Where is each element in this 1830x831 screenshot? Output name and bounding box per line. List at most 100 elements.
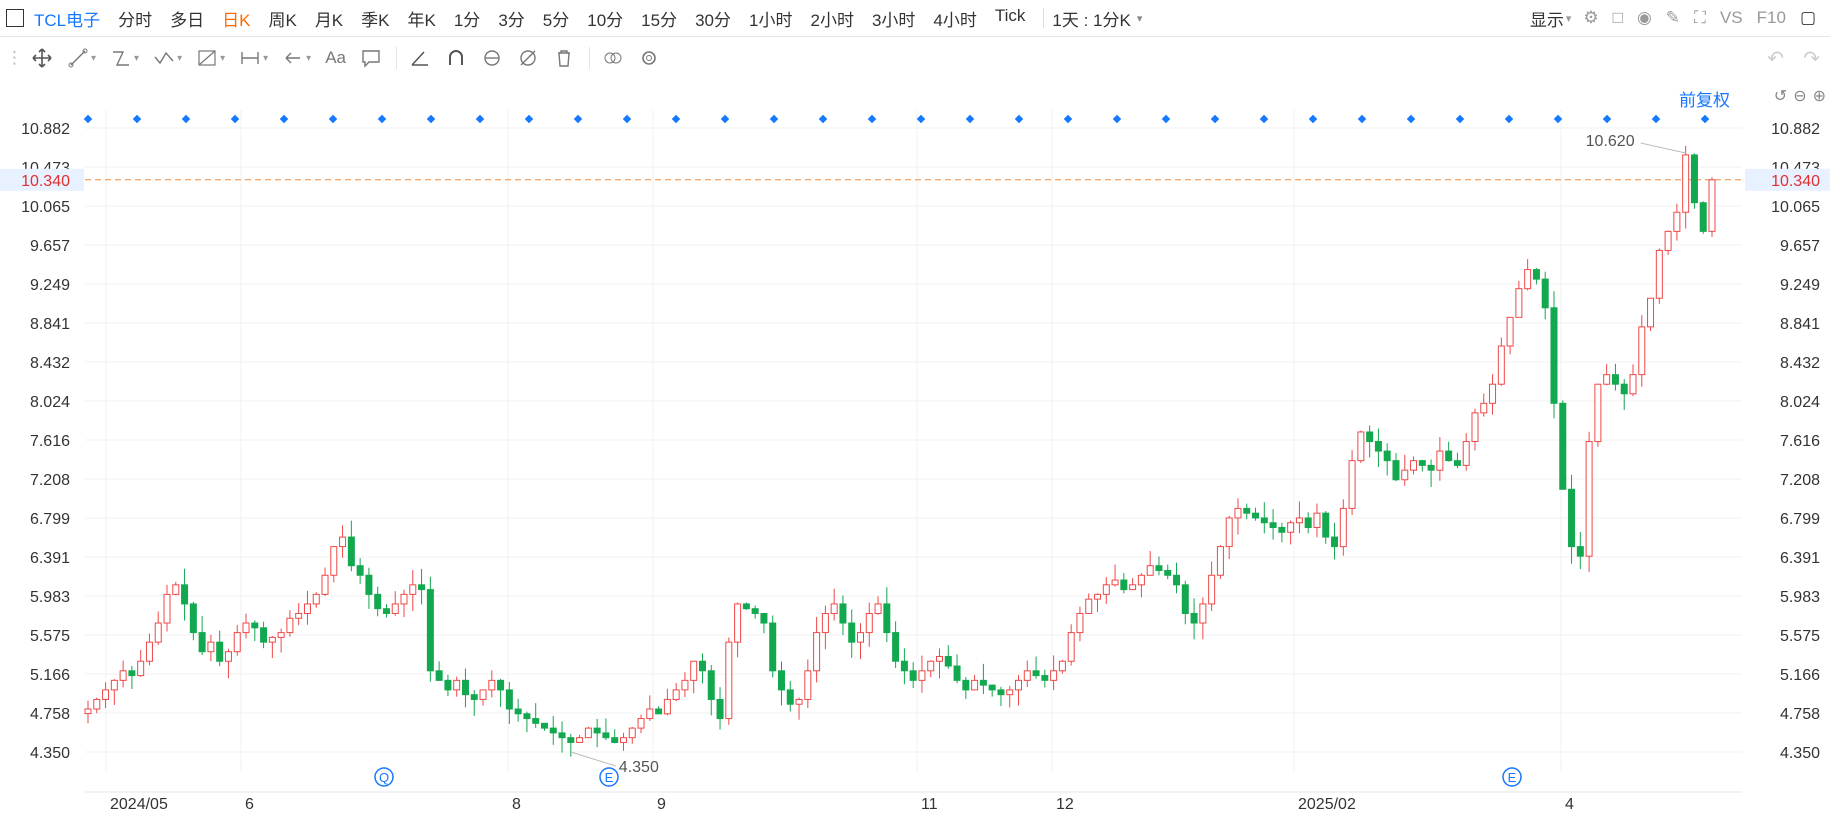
y-tick-label-right: 5.166 xyxy=(1780,667,1820,684)
candle-body xyxy=(102,689,110,700)
candle-body xyxy=(1102,584,1110,595)
adjust-mode[interactable]: 前复权 xyxy=(1679,91,1730,110)
current-price-label-right: 10.340 xyxy=(1771,173,1820,190)
event-marker xyxy=(279,114,289,124)
candle-body xyxy=(813,632,821,672)
f10-button[interactable]: F10 xyxy=(1756,8,1786,27)
period-tab[interactable]: 年K xyxy=(407,10,436,30)
trash-icon[interactable] xyxy=(553,47,575,69)
vs-button[interactable]: VS xyxy=(1719,8,1743,27)
candle-body xyxy=(584,727,592,739)
candle-body xyxy=(1067,632,1075,662)
fib-icon[interactable]: ▾ xyxy=(196,47,225,69)
camera-icon[interactable]: ◉ xyxy=(1636,8,1652,27)
period-tab[interactable]: 3分 xyxy=(498,10,525,30)
undo-icon[interactable]: ↶ xyxy=(1767,47,1784,70)
y-tick-label-right: 4.758 xyxy=(1780,706,1820,723)
candle-body xyxy=(1392,460,1400,481)
fullscreen-icon[interactable]: ⛶ xyxy=(1694,8,1706,27)
candle-body xyxy=(567,737,575,743)
comment-icon[interactable] xyxy=(360,47,382,69)
candle-body xyxy=(444,679,452,691)
event-marker xyxy=(1602,114,1612,124)
zoom-out-icon[interactable]: ⊖ xyxy=(1793,88,1807,105)
y-tick-label: 9.657 xyxy=(30,238,70,255)
reset-icon[interactable]: ↺ xyxy=(1773,88,1788,105)
settings-icon[interactable]: ⚙ xyxy=(1583,8,1599,27)
event-marker xyxy=(1651,114,1661,124)
candle-body xyxy=(830,603,838,614)
arrow-icon[interactable]: ▾ xyxy=(282,47,311,69)
candle-body xyxy=(1094,593,1102,600)
sidebar-toggle-icon[interactable] xyxy=(6,9,24,27)
candle-body xyxy=(356,565,364,576)
current-price-label-left: 10.340 xyxy=(21,173,70,190)
wave-icon[interactable]: ▾ xyxy=(153,47,182,69)
y-tick-label: 5.166 xyxy=(30,667,70,684)
period-tab[interactable]: 月K xyxy=(314,10,344,30)
candle-body xyxy=(1260,517,1268,524)
hide-drawing-icon[interactable] xyxy=(517,47,539,69)
period-tab[interactable]: 1小时 xyxy=(749,10,793,30)
magnet-icon[interactable] xyxy=(445,47,467,69)
candle-body xyxy=(198,632,206,653)
period-tab[interactable]: 1分 xyxy=(453,10,481,30)
candle-body xyxy=(540,722,548,729)
period-tab[interactable]: 30分 xyxy=(695,10,732,30)
zoom-in-icon[interactable]: ⊕ xyxy=(1812,88,1826,105)
candle-body xyxy=(549,727,557,734)
chevron-down-icon[interactable]: ▾ xyxy=(1565,12,1572,25)
kline-chart[interactable]: 10.882 10.882 10.473 10.473 10.065 10.065 9.65… xyxy=(0,80,1830,826)
candle-body xyxy=(505,689,513,710)
range-selector[interactable]: 1天 : 1分K xyxy=(1052,10,1131,30)
trendline-icon[interactable]: ▾ xyxy=(67,47,96,69)
candle-body xyxy=(777,670,785,691)
candle-body xyxy=(1295,517,1303,524)
candle-body xyxy=(374,593,382,610)
period-tab[interactable]: 季K xyxy=(361,10,390,30)
display-menu[interactable]: 显示 xyxy=(1529,10,1564,30)
candle-body xyxy=(619,737,627,743)
move-icon[interactable] xyxy=(31,47,53,69)
polyline-icon[interactable]: ▾ xyxy=(110,47,139,69)
text-tool[interactable]: Aa xyxy=(325,48,346,67)
candle-body xyxy=(1006,689,1014,696)
lock-drawing-icon[interactable] xyxy=(481,47,503,69)
candle-body xyxy=(1673,211,1681,232)
candle-body xyxy=(1559,402,1567,490)
period-tab[interactable]: 多日 xyxy=(170,10,205,30)
candle-body xyxy=(874,603,882,614)
stock-name[interactable]: TCL电子 xyxy=(34,10,101,30)
gear-icon[interactable] xyxy=(638,47,660,69)
period-tab[interactable]: 周K xyxy=(268,10,297,30)
period-tab[interactable]: 4小时 xyxy=(933,10,977,30)
angle-icon[interactable] xyxy=(409,47,431,69)
candle-body xyxy=(330,546,338,576)
period-tab[interactable]: 日K xyxy=(222,10,251,30)
measure-icon[interactable]: ▾ xyxy=(239,47,268,69)
y-tick-label-right: 8.024 xyxy=(1780,394,1820,411)
candle-body xyxy=(1269,522,1277,529)
chevron-down-icon[interactable]: ▾ xyxy=(1136,12,1143,25)
candle-body xyxy=(461,679,469,696)
candle-body xyxy=(707,670,715,700)
candle-body xyxy=(1436,450,1444,471)
candle-body xyxy=(1199,603,1207,624)
period-tab[interactable]: 分时 xyxy=(118,10,153,30)
period-tab[interactable]: 3小时 xyxy=(871,10,916,30)
candle-body xyxy=(821,612,829,634)
layout-icon[interactable]: □ xyxy=(1612,8,1623,27)
period-tab[interactable]: Tick xyxy=(994,5,1026,25)
candle-body xyxy=(760,612,768,624)
candle-body xyxy=(892,632,900,662)
period-tab[interactable]: 15分 xyxy=(641,10,678,30)
redo-icon[interactable]: ↷ xyxy=(1803,47,1820,70)
window-icon[interactable]: ▢ xyxy=(1799,8,1816,27)
compare-icon[interactable] xyxy=(602,47,624,69)
pencil-icon[interactable]: ✎ xyxy=(1665,8,1681,27)
period-tab[interactable]: 5分 xyxy=(542,10,570,30)
candle-body xyxy=(1111,579,1119,586)
period-tab[interactable]: 2小时 xyxy=(810,10,854,30)
period-tab[interactable]: 10分 xyxy=(587,10,624,30)
